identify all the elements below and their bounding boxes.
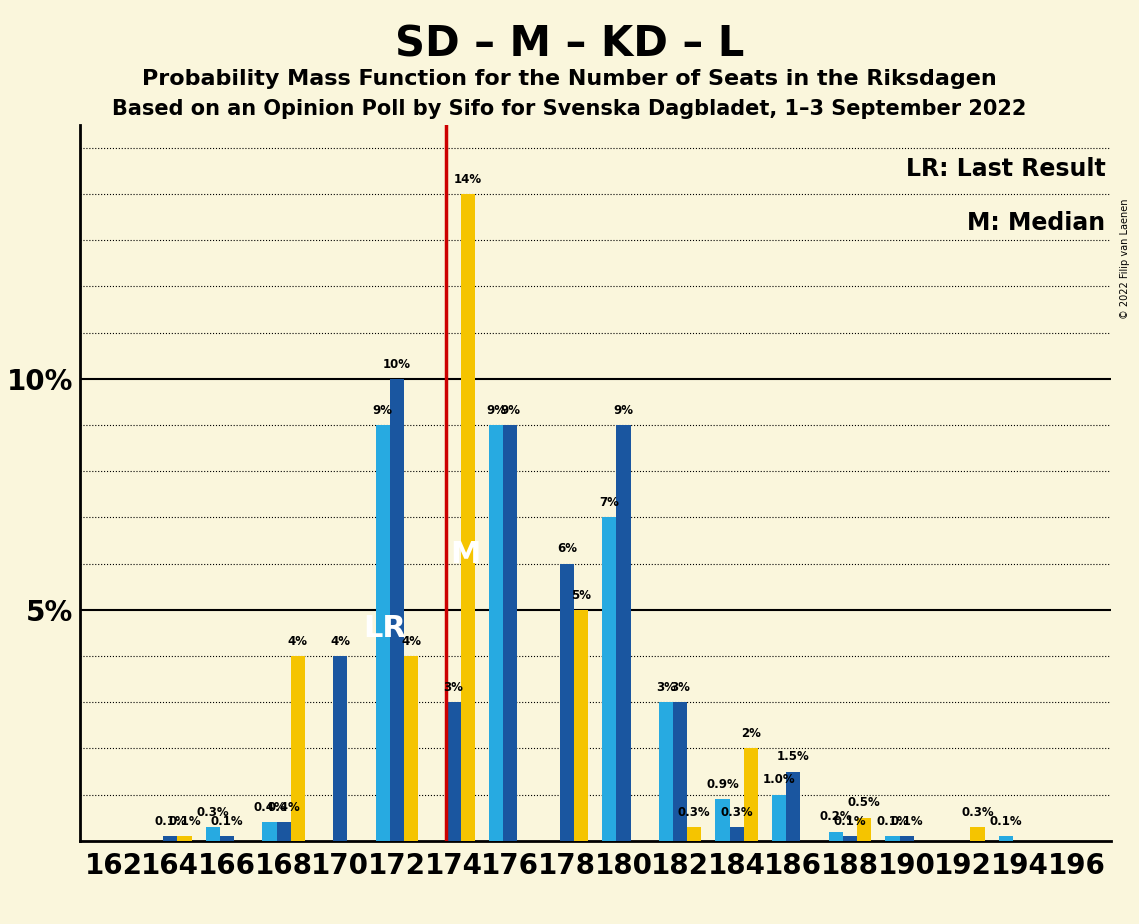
Bar — [687, 827, 702, 841]
Text: 2%: 2% — [741, 727, 761, 740]
Text: 14%: 14% — [453, 173, 482, 186]
Text: 9%: 9% — [500, 404, 521, 417]
Bar — [559, 564, 574, 841]
Text: 0.1%: 0.1% — [169, 815, 200, 828]
Text: 0.9%: 0.9% — [706, 778, 739, 791]
Bar — [262, 822, 277, 841]
Bar — [334, 656, 347, 841]
Bar — [857, 818, 871, 841]
Text: 0.1%: 0.1% — [990, 815, 1022, 828]
Bar — [829, 832, 843, 841]
Text: 4%: 4% — [401, 635, 421, 648]
Text: 0.4%: 0.4% — [268, 801, 300, 814]
Text: 0.5%: 0.5% — [847, 796, 880, 809]
Bar — [843, 836, 857, 841]
Text: 3%: 3% — [656, 681, 675, 694]
Text: 0.2%: 0.2% — [820, 810, 852, 823]
Text: 0.3%: 0.3% — [197, 806, 229, 819]
Bar — [404, 656, 418, 841]
Text: SD – M – KD – L: SD – M – KD – L — [395, 23, 744, 65]
Bar — [220, 836, 235, 841]
Bar — [163, 836, 178, 841]
Bar — [673, 702, 687, 841]
Text: 6%: 6% — [557, 542, 576, 555]
Text: 0.1%: 0.1% — [876, 815, 909, 828]
Bar — [503, 425, 517, 841]
Text: 1.0%: 1.0% — [763, 773, 795, 786]
Text: 5%: 5% — [571, 589, 591, 602]
Bar — [999, 836, 1013, 841]
Bar — [390, 379, 404, 841]
Text: 0.3%: 0.3% — [678, 806, 711, 819]
Bar — [786, 772, 801, 841]
Bar — [376, 425, 390, 841]
Text: 3%: 3% — [443, 681, 464, 694]
Bar — [772, 795, 786, 841]
Text: 0.1%: 0.1% — [834, 815, 867, 828]
Bar — [460, 194, 475, 841]
Text: 9%: 9% — [372, 404, 393, 417]
Bar — [616, 425, 631, 841]
Text: LR: Last Result: LR: Last Result — [906, 157, 1105, 181]
Bar — [730, 827, 744, 841]
Text: M: Median: M: Median — [967, 211, 1105, 235]
Bar — [206, 827, 220, 841]
Bar — [900, 836, 913, 841]
Bar — [277, 822, 290, 841]
Bar — [178, 836, 191, 841]
Bar — [489, 425, 503, 841]
Text: 1.5%: 1.5% — [777, 750, 810, 763]
Text: © 2022 Filip van Laenen: © 2022 Filip van Laenen — [1121, 199, 1130, 319]
Text: 4%: 4% — [288, 635, 308, 648]
Bar — [446, 702, 460, 841]
Bar — [885, 836, 900, 841]
Text: 9%: 9% — [486, 404, 506, 417]
Text: 0.3%: 0.3% — [720, 806, 753, 819]
Bar — [603, 517, 616, 841]
Text: 0.4%: 0.4% — [253, 801, 286, 814]
Bar — [658, 702, 673, 841]
Text: 10%: 10% — [383, 358, 411, 371]
Text: 0.1%: 0.1% — [154, 815, 187, 828]
Text: Probability Mass Function for the Number of Seats in the Riksdagen: Probability Mass Function for the Number… — [142, 69, 997, 90]
Text: 0.1%: 0.1% — [211, 815, 244, 828]
Text: 7%: 7% — [599, 496, 620, 509]
Text: Based on an Opinion Poll by Sifo for Svenska Dagbladet, 1–3 September 2022: Based on an Opinion Poll by Sifo for Sve… — [113, 99, 1026, 119]
Text: LR: LR — [363, 614, 407, 643]
Text: 4%: 4% — [330, 635, 351, 648]
Text: 9%: 9% — [614, 404, 633, 417]
Bar — [715, 799, 730, 841]
Bar — [744, 748, 757, 841]
Text: 0.3%: 0.3% — [961, 806, 993, 819]
Bar — [574, 610, 588, 841]
Text: 0.1%: 0.1% — [891, 815, 923, 828]
Text: 3%: 3% — [670, 681, 690, 694]
Text: M: M — [451, 540, 481, 569]
Bar — [970, 827, 984, 841]
Bar — [290, 656, 305, 841]
